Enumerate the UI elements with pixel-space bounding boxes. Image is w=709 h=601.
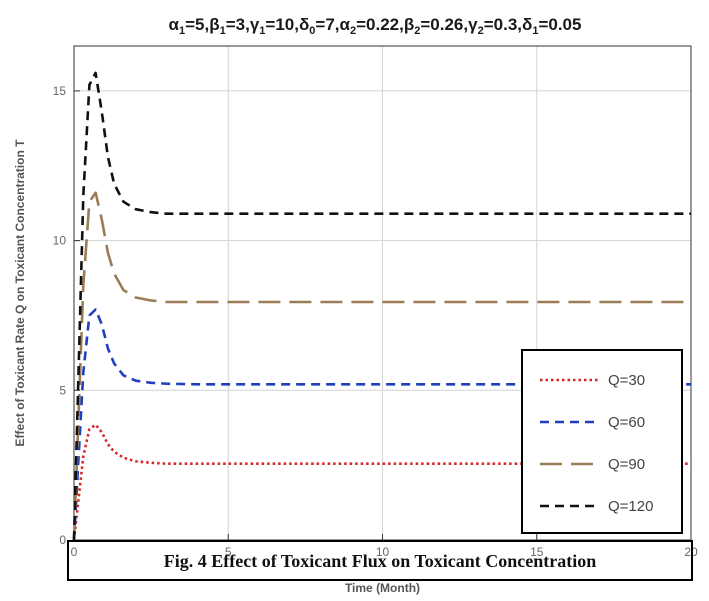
series-line-q-30: [72, 423, 691, 541]
title-subscript: 2: [478, 25, 484, 37]
legend-box: [521, 349, 683, 534]
title-symbol: γ: [250, 15, 260, 34]
title-symbol: α: [340, 15, 351, 34]
y-tick-label: 10: [53, 234, 67, 248]
legend-label: Q=90: [608, 456, 645, 473]
x-tick-label: 15: [530, 545, 544, 559]
x-axis-label: Time (Month): [345, 581, 420, 595]
title-subscript: 1: [220, 25, 226, 37]
title-value: =5,: [185, 15, 209, 34]
title-symbol: β: [404, 15, 414, 34]
chart-title: α1=5,β1=3,γ1=10,δ0=7,α2=0.22,β2=0.26,γ2=…: [169, 15, 582, 37]
title-value: =0.3,: [484, 15, 522, 34]
series-line-q-120: [72, 71, 691, 541]
title-subscript: 1: [259, 25, 265, 37]
title-subscript: 0: [309, 25, 315, 37]
legend: Q=30 Q=60 Q=90 Q=120: [521, 349, 683, 534]
y-tick-label: 15: [53, 84, 67, 98]
x-tick-label: 0: [71, 545, 78, 559]
title-value: =0.05: [538, 15, 581, 34]
y-tick-label: 0: [59, 533, 66, 547]
title-value: =3,: [226, 15, 250, 34]
title-symbol: α: [169, 15, 180, 34]
title-symbol: δ: [299, 15, 309, 34]
y-tick-label: 5: [59, 383, 66, 397]
x-tick-label: 5: [225, 545, 232, 559]
title-value: =0.26,: [420, 15, 468, 34]
x-tick-label: 10: [376, 545, 390, 559]
title-subscript: 2: [350, 25, 356, 37]
title-value: =7,: [315, 15, 339, 34]
title-symbol: β: [209, 15, 219, 34]
title-subscript: 1: [179, 25, 185, 37]
series-lines: [72, 71, 691, 541]
title-value: =0.22,: [356, 15, 404, 34]
legend-label: Q=60: [608, 414, 645, 431]
title-symbol: γ: [468, 15, 478, 34]
figure-caption: Fig. 4 Effect of Toxicant Flux on Toxica…: [164, 551, 597, 571]
figure-caption-box: [67, 540, 693, 581]
title-subscript: 2: [414, 25, 420, 37]
legend-label: Q=120: [608, 498, 653, 515]
series-line-q-60: [72, 308, 691, 541]
title-value: =10,: [265, 15, 299, 34]
y-axis-label: Effect of Toxicant Rate Q on Toxicant Co…: [13, 139, 27, 447]
legend-label: Q=30: [608, 372, 645, 389]
series-line-q-90: [72, 191, 691, 541]
title-subscript: 1: [532, 25, 538, 37]
title-symbol: δ: [522, 15, 532, 34]
